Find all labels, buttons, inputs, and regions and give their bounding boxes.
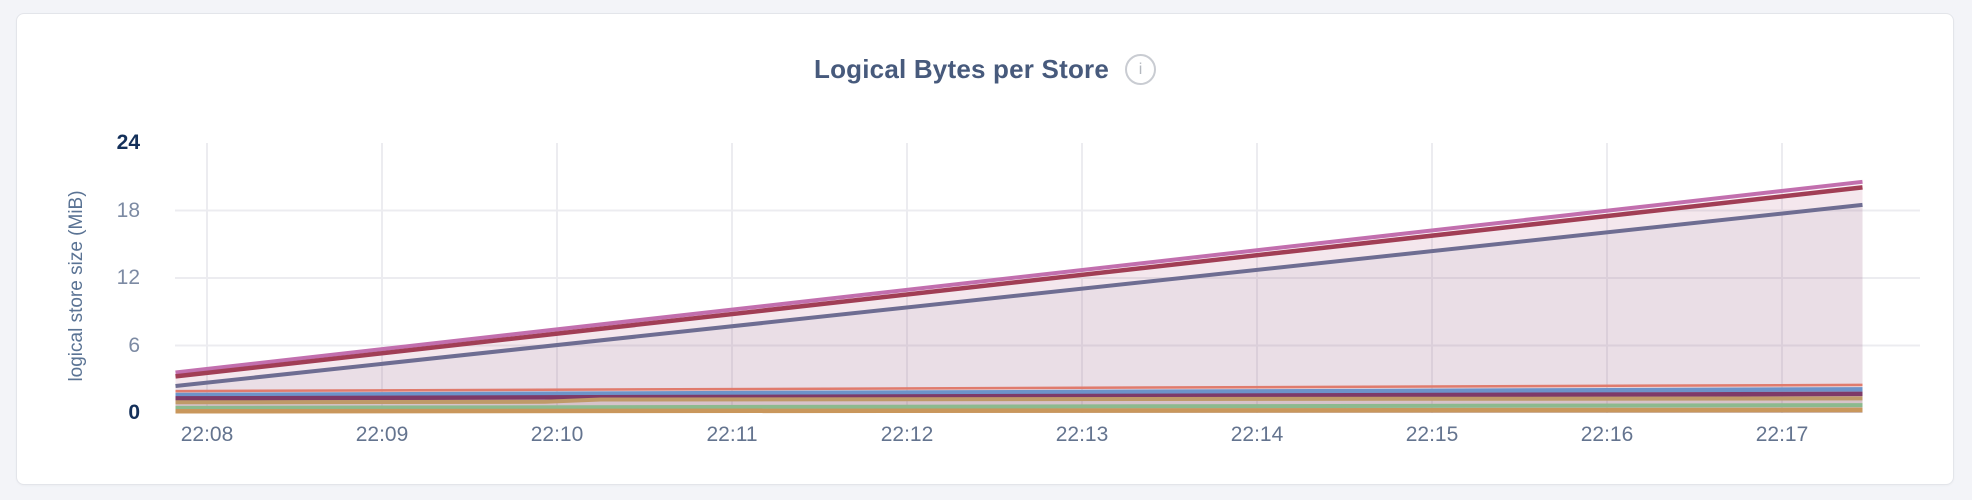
- y-tick-label-12: 12: [116, 266, 140, 289]
- x-tick-label-22:08: 22:08: [180, 423, 234, 446]
- x-tick-label-22:15: 22:15: [1405, 423, 1459, 446]
- y-tick-label-18: 18: [116, 198, 140, 222]
- series-3-area: [175, 204, 1863, 413]
- series-7-line: [175, 396, 1863, 405]
- x-tick-label-22:09: 22:09: [355, 423, 409, 446]
- series-5-line: [175, 387, 1863, 398]
- y-tick-label-24: 24: [116, 131, 140, 154]
- x-tick-label-22:10: 22:10: [530, 423, 584, 446]
- y-tick-label-6: 6: [128, 333, 140, 357]
- series-2-line: [175, 185, 1863, 379]
- series-3-line: [175, 202, 1863, 388]
- x-tick-label-22:16: 22:16: [1580, 423, 1634, 446]
- series-9-line: [175, 407, 1863, 414]
- series-6-line: [175, 391, 1863, 401]
- chart-title: Logical Bytes per Store: [813, 54, 1110, 84]
- y-tick-label-0: 0: [128, 401, 140, 424]
- x-tick-label-22:13: 22:13: [1055, 423, 1109, 446]
- series-4-line: [175, 383, 1863, 393]
- x-tick-label-22:17: 22:17: [1755, 423, 1809, 446]
- info-icon[interactable]: i: [1125, 54, 1157, 85]
- chart-header: Logical Bytes per Store i: [17, 54, 1953, 85]
- x-tick-label-22:14: 22:14: [1230, 423, 1284, 446]
- x-tick-label-22:12: 22:12: [880, 423, 934, 446]
- series-1-line: [175, 179, 1863, 375]
- series-8-line: [175, 403, 1863, 410]
- x-tick-label-22:11: 22:11: [706, 423, 758, 446]
- series-2-area: [175, 187, 1863, 413]
